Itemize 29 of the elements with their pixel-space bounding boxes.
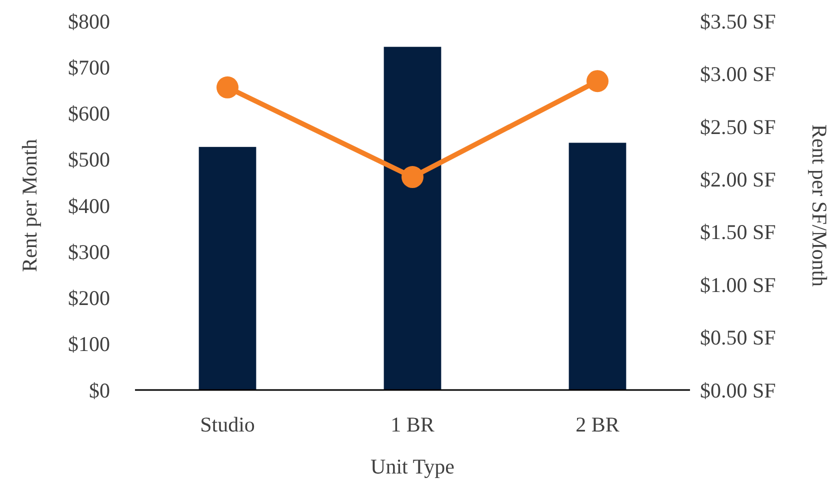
y2-tick-label: $3.50 SF: [700, 9, 776, 34]
y2-tick-label: $0.50 SF: [700, 326, 776, 350]
y-tick-label: $100: [68, 332, 110, 356]
y2-tick-label: $1.00 SF: [700, 272, 776, 297]
x-axis-title: Unit Type: [370, 454, 454, 478]
y2-tick-label: $2.00 SF: [700, 167, 776, 192]
point: [402, 166, 424, 188]
y-axis-title: Rent per Month: [17, 138, 42, 272]
y-tick-label: $500: [68, 148, 110, 172]
bar: [568, 142, 626, 390]
y2-tick-label: $2.50 SF: [700, 114, 776, 139]
point: [586, 70, 608, 92]
y-tick-label: $700: [68, 55, 110, 80]
x-tick-label: 1 BR: [390, 412, 434, 436]
x-tick-label: Studio: [200, 412, 255, 436]
bar: [198, 146, 256, 390]
y2-axis-title: Rent per SF/Month: [808, 124, 832, 288]
y-tick-label: $200: [68, 286, 110, 310]
y-tick-label: $300: [68, 240, 110, 264]
x-tick-label: 2 BR: [576, 412, 620, 436]
point: [216, 76, 238, 98]
y-tick-label: $400: [68, 194, 110, 218]
y2-tick-label: $3.00 SF: [700, 62, 776, 86]
bar: [384, 46, 442, 390]
y2-tick-label: $1.50 SF: [700, 220, 776, 244]
y-tick-label: $600: [68, 102, 110, 126]
y2-tick-label: $0.00 SF: [700, 378, 776, 402]
y-tick-label: $0: [89, 378, 110, 402]
y-tick-label: $800: [68, 9, 110, 34]
